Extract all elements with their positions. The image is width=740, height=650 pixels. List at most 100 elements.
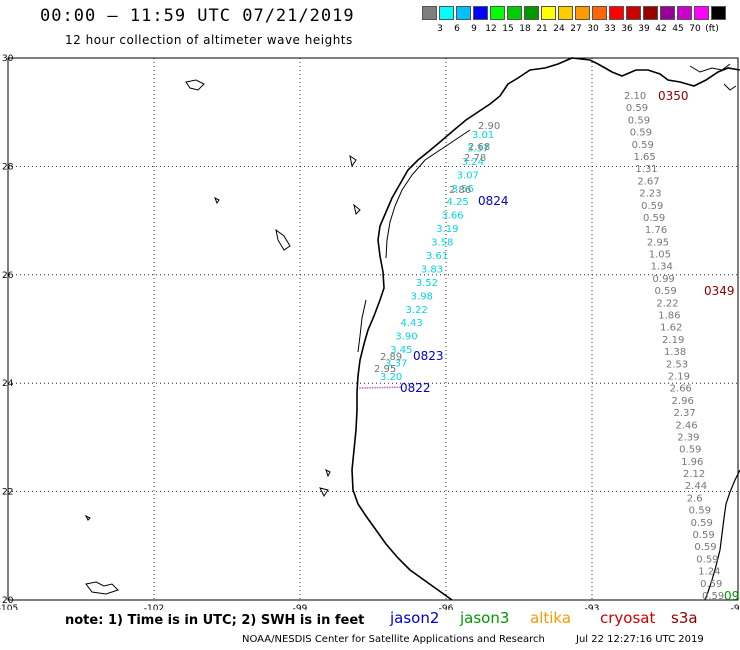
wave-height-value: 3.24 <box>462 157 484 168</box>
wave-height-value: 0.59 <box>689 506 711 517</box>
wave-height-value: 1.34 <box>651 262 673 273</box>
wave-height-value: 2.96 <box>672 396 694 407</box>
color-scale-label: 27 <box>570 24 582 34</box>
track-point <box>359 387 361 389</box>
wave-height-value: 4.43 <box>400 318 422 329</box>
coastline <box>351 57 740 601</box>
wave-height-value: 2.23 <box>639 189 661 200</box>
color-scale-label: 6 <box>454 24 460 34</box>
track-point <box>364 387 366 389</box>
lon-label: -93 <box>585 604 600 610</box>
track-cyan-values: 3.01 3.37 3.24 3.07 3.56 4.25 3.66 3.19 3.58 3.61… <box>380 130 494 383</box>
wave-height-value: 0.59 <box>694 542 716 553</box>
wave-height-value: 2.19 <box>668 371 690 382</box>
legend-cryosat: cryosat <box>600 609 656 627</box>
wave-height-value: 0.99 <box>653 274 675 285</box>
wave-height-value: 2.95 <box>647 237 669 248</box>
pass-time-label: 0824 <box>478 194 509 208</box>
color-scale-label: 45 <box>672 24 684 34</box>
wave-height-value: 3.22 <box>406 305 428 316</box>
legend-jason3: jason3 <box>460 609 510 627</box>
track-point <box>376 386 379 389</box>
color-swatch <box>626 6 641 20</box>
wave-height-value: 1.05 <box>649 250 671 261</box>
color-scale-label: 36 <box>621 24 633 34</box>
legend-jason2: jason2 <box>390 609 440 627</box>
lat-label: 24 <box>2 379 14 389</box>
lon-label: -90 <box>731 604 740 610</box>
track-point <box>379 386 381 389</box>
color-scale-label: 3 <box>437 24 443 34</box>
track-gray-values: 2.90 2.682.78 2.86 2.892.95 <box>374 121 500 375</box>
color-scale-label: 42 <box>655 24 667 34</box>
wave-height-value: 2.68 <box>468 142 490 153</box>
wave-height-value: 3.01 <box>472 130 494 141</box>
wave-height-value: 1.31 <box>635 164 657 175</box>
color-swatch <box>422 6 437 20</box>
wave-height-value: 2.90 <box>478 121 500 132</box>
pass-time-label: 0350 <box>658 89 689 103</box>
wave-height-value: 0.59 <box>641 201 663 212</box>
wave-height-value: 2.78 <box>464 153 486 164</box>
color-scale-label: 33 <box>604 24 616 34</box>
color-swatch <box>660 6 675 20</box>
color-swatch <box>575 6 590 20</box>
chart-title: 00:00 – 11:59 UTC 07/21/2019 <box>40 6 355 26</box>
lon-label: -99 <box>293 604 308 610</box>
wave-height-value: 3.58 <box>431 238 453 249</box>
lon-label: -105 <box>0 604 18 610</box>
wave-height-value: 2.89 <box>380 352 402 363</box>
wave-height-value: 1.38 <box>664 347 686 358</box>
color-scale-label: 70 <box>689 24 701 34</box>
footer-timestamp: Jul 22 12:27:16 UTC 2019 <box>576 634 704 645</box>
wave-height-value: 2.12 <box>683 469 705 480</box>
wave-height-value: 0.59 <box>643 213 665 224</box>
wave-height-value: 4.25 <box>446 197 468 208</box>
wave-height-value: 0.59 <box>632 140 654 151</box>
track-point <box>386 386 389 389</box>
color-swatch <box>643 6 658 20</box>
wave-height-value: 2.86 <box>449 185 471 196</box>
color-swatch <box>490 6 505 20</box>
wave-height-value: 3.83 <box>421 264 443 275</box>
wave-height-value: 3.20 <box>380 372 402 383</box>
wave-height-value: 1.65 <box>634 152 656 163</box>
wave-height-value: 1.96 <box>681 457 703 468</box>
legend-s3a: s3a <box>671 609 698 627</box>
wave-height-value: 1.76 <box>645 225 667 236</box>
track-point <box>391 386 394 389</box>
wave-height-value: 0.59 <box>691 518 713 529</box>
pass-time-label: 09 <box>724 589 739 603</box>
color-scale-label: 30 <box>587 24 599 34</box>
color-swatch <box>677 6 692 20</box>
color-swatch <box>558 6 573 20</box>
track-point <box>389 386 391 389</box>
wave-height-value: 2.95 <box>374 364 396 375</box>
wave-height-value: 3.45 <box>390 345 412 356</box>
color-swatch <box>456 6 471 20</box>
wave-height-value: 3.98 <box>411 291 433 302</box>
wave-height-value: 3.61 <box>426 251 448 262</box>
axis-labels: -105 -102 -99 -96 -93 -90 30 28 26 24 22 20 <box>0 54 740 610</box>
color-scale-label: 9 <box>471 24 477 34</box>
wave-height-value: 3.90 <box>395 332 417 343</box>
wave-height-value: 0.59 <box>702 591 724 602</box>
wave-height-value: 0.59 <box>692 530 714 541</box>
color-scale-label: 15 <box>502 24 514 34</box>
track-point <box>361 387 364 389</box>
wave-height-value: 3.07 <box>457 170 479 181</box>
legend-altika: altika <box>530 609 572 627</box>
track-point <box>384 386 386 389</box>
lon-label: -96 <box>439 604 454 610</box>
footer-credit: NOAA/NESDIS Center for Satellite Applica… <box>242 634 545 645</box>
wave-height-value: 2.6 <box>687 493 703 504</box>
wave-height-value: 2.39 <box>677 432 699 443</box>
wave-height-value: 3.66 <box>441 211 463 222</box>
color-swatch <box>439 6 454 20</box>
color-swatch <box>592 6 607 20</box>
wave-height-value: 3.52 <box>416 278 438 289</box>
wave-height-value: 0.59 <box>654 286 676 297</box>
color-scale-label: 18 <box>519 24 531 34</box>
wave-height-value: 0.59 <box>628 115 650 126</box>
wave-height-value: 0.59 <box>626 103 648 114</box>
